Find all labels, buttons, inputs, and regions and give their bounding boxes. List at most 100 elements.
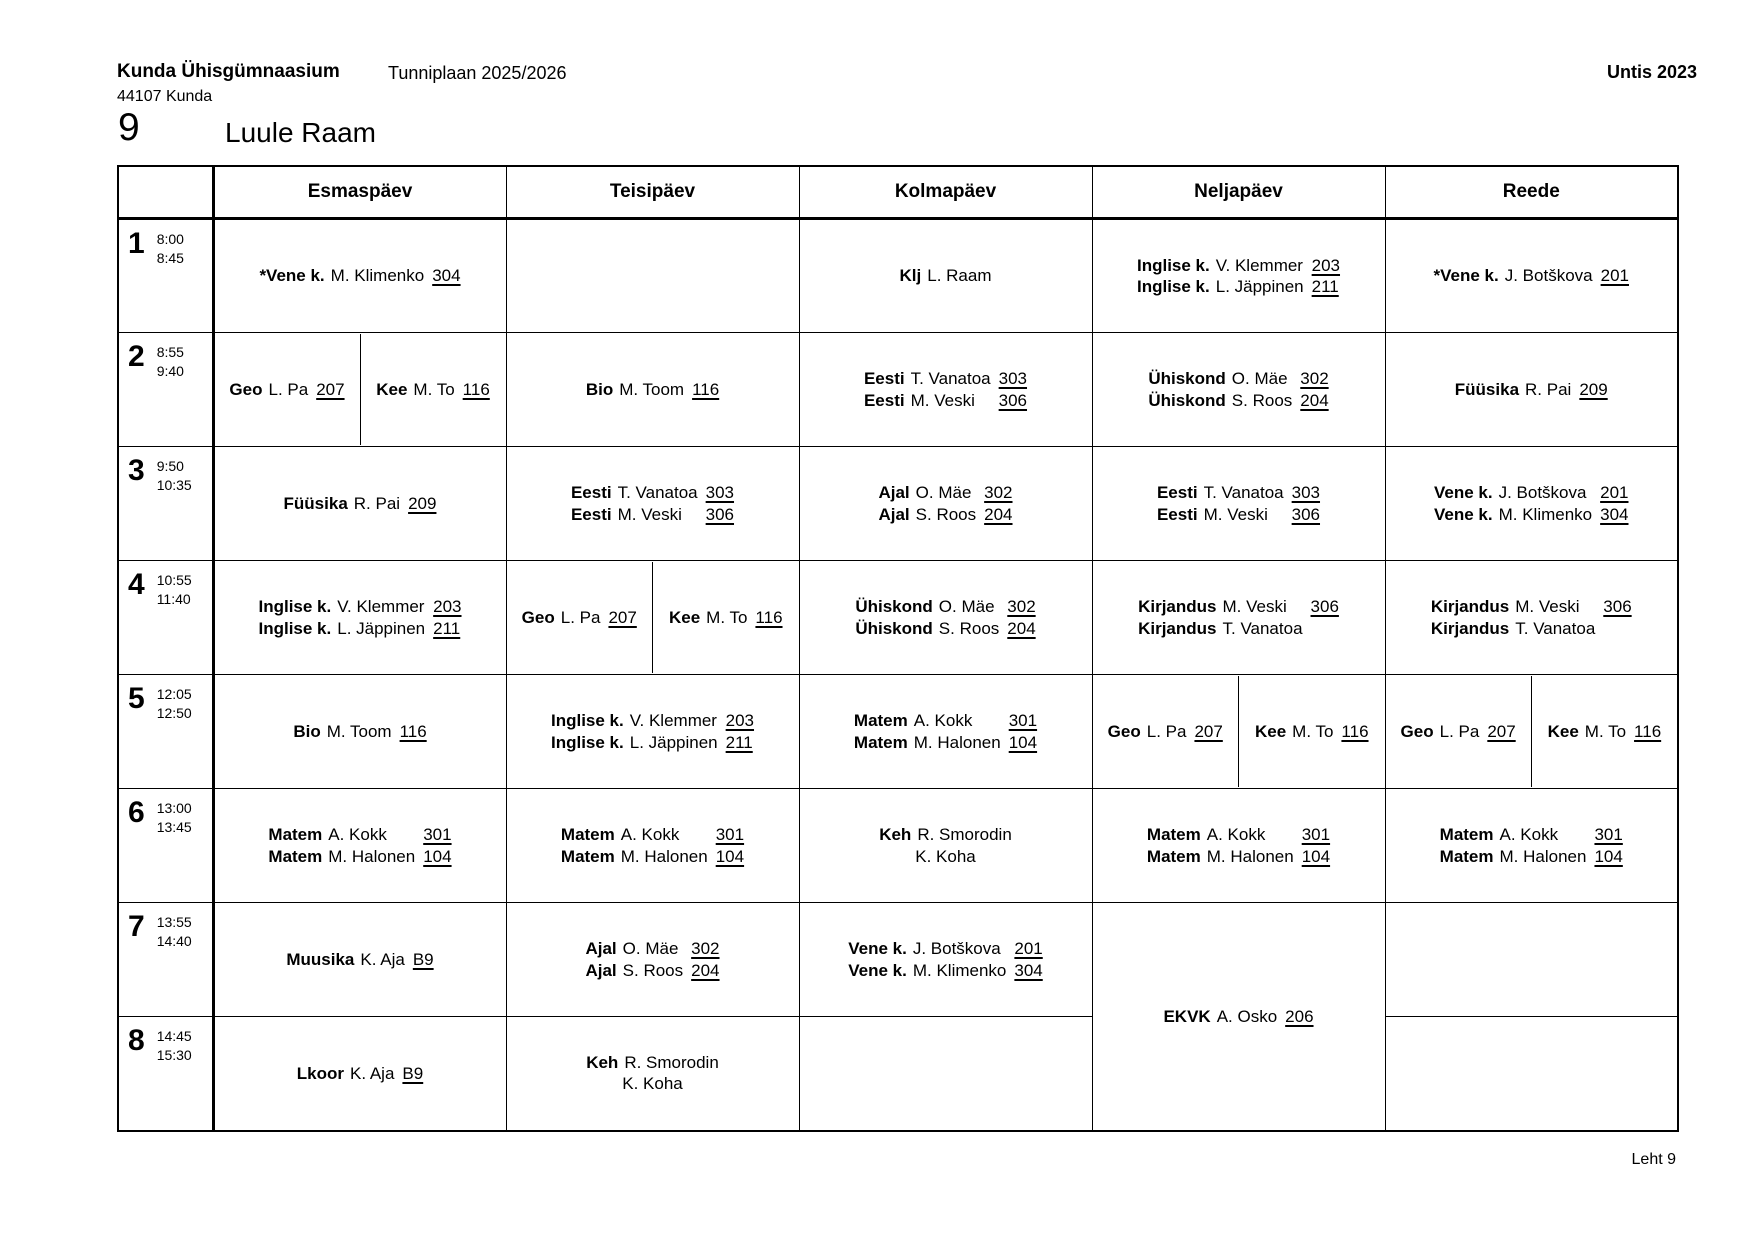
empty-cell <box>1384 902 1679 1017</box>
lesson-teacher: M. Halonen <box>1499 846 1587 866</box>
day-header-esmaspaev: Esmaspäev <box>212 165 507 220</box>
lesson-teacher: M. Veski <box>1203 504 1268 524</box>
period-end: 9:40 <box>156 362 184 379</box>
corner-cell <box>117 165 215 220</box>
lesson-cell: Ühiskond O. Mäe 302 Ühiskond S. Roos 204 <box>798 560 1093 675</box>
period-info: 8 14:45 15:30 <box>119 1017 212 1065</box>
lesson-room: 116 <box>462 379 490 399</box>
lesson-block: *Vene k. M. Klimenko 304 <box>259 265 460 286</box>
lesson-teacher: M. To <box>1584 721 1627 741</box>
lesson-cell: Inglise k. V. Klemmer 203 Inglise k. L. Jäpp… <box>1091 218 1386 333</box>
lesson-room: 204 <box>984 504 1013 524</box>
lesson-subject: Eesti <box>863 390 905 410</box>
period-start: 14:45 <box>156 1028 192 1044</box>
lesson-subject: Inglise k. <box>1136 277 1210 296</box>
split-cell: Geo L. Pa 207 Kee M. To 116 <box>215 334 506 445</box>
period-times: 8:55 9:40 <box>157 342 184 381</box>
split-right: Kee M. To 116 <box>652 562 799 673</box>
lesson-subject: Vene k. <box>848 939 907 959</box>
lesson-teacher: O. Mäe <box>1231 369 1288 389</box>
period-end: 10:35 <box>156 476 192 493</box>
lesson-teacher: V. Klemmer <box>1215 255 1303 275</box>
lesson-block: EKVK A. Osko 206 <box>1163 1006 1313 1027</box>
lesson-block: Geo L. Pa 207 <box>229 379 344 400</box>
lesson-teacher: L. Jäppinen <box>629 732 718 752</box>
lesson-cell: Vene k. J. Botškova 201 Vene k. M. Klimenko 3… <box>1384 446 1679 561</box>
lesson-room: 104 <box>423 846 452 866</box>
lesson-room: 104 <box>1008 732 1038 752</box>
lesson-room: 306 <box>1310 597 1339 617</box>
lesson-subject: Eesti <box>1156 504 1198 524</box>
lesson-block: Füüsika R. Pai 209 <box>1455 379 1608 400</box>
lesson-block: *Vene k. J. Botškova 201 <box>1434 265 1629 286</box>
lesson-subject: Inglise k. <box>258 618 332 638</box>
lesson-block: Ajal O. Mäe 302 Ajal S. Roos 204 <box>878 482 1012 525</box>
lesson-teacher: M. Klimenko <box>330 266 425 286</box>
lesson-subject: Klj <box>899 266 922 286</box>
lesson-room: 203 <box>725 711 755 731</box>
lesson-teacher: T. Vanatoa <box>910 369 991 389</box>
lesson-block: Vene k. J. Botškova 201 Vene k. M. Klimenko 3… <box>848 938 1043 981</box>
lesson-cell: Geo L. Pa 207 Kee M. To 116 <box>1091 674 1386 789</box>
period-start: 8:00 <box>156 231 184 247</box>
timetable-body: 1 8:00 8:45 *Vene k. M. Klimenko 304 Klj L. Raa… <box>117 218 1679 1131</box>
lesson-teacher: O. Mäe <box>622 939 679 959</box>
timetable-row: 8 14:45 15:30 Lkoor K. Aja B9 Keh R. Smorodin K.… <box>117 1016 1679 1131</box>
lesson-teacher: M. Halonen <box>1206 846 1294 866</box>
lesson-teacher: A. Kokk <box>1499 825 1559 845</box>
lesson-subject: Geo <box>521 607 555 627</box>
lesson-block: Ühiskond O. Mäe 302 Ühiskond S. Roos 204 <box>1148 368 1328 411</box>
split-left: Geo L. Pa 207 <box>1386 676 1531 787</box>
period-cell: 6 13:00 13:45 <box>117 788 215 903</box>
lesson-room: 302 <box>691 939 720 959</box>
lesson-subject: Matem <box>560 825 615 845</box>
day-header-teisipaev: Teisipäev <box>505 165 800 220</box>
lesson-teacher: T. Vanatoa <box>1515 618 1596 638</box>
lesson-subject: Kee <box>668 607 701 627</box>
lesson-room: 201 <box>1600 266 1629 286</box>
lesson-cell: Geo L. Pa 207 Kee M. To 116 <box>212 332 507 447</box>
lesson-subject: Kirjandus <box>1138 618 1217 638</box>
lesson-teacher: L. Jäppinen <box>1215 277 1304 296</box>
lesson-teacher: A. Osko <box>1216 1006 1278 1026</box>
lesson-cell: Bio M. Toom 116 <box>505 332 800 447</box>
lesson-teacher: L. Pa <box>1146 721 1187 741</box>
period-number: 6 <box>128 796 145 829</box>
day-header-neljapaev: Neljapäev <box>1091 165 1386 220</box>
lesson-room: 209 <box>408 493 437 513</box>
period-times: 13:00 13:45 <box>157 798 192 837</box>
lesson-teacher: M. Halonen <box>620 846 708 866</box>
period-end: 14:40 <box>156 932 192 949</box>
lesson-subject: Eesti <box>1156 483 1198 503</box>
lesson-block: Muusika K. Aja B9 <box>286 949 433 970</box>
lesson-subject: Matem <box>1146 825 1201 845</box>
lesson-room: B9 <box>402 1063 424 1083</box>
period-cell: 7 13:55 14:40 <box>117 902 215 1017</box>
lesson-teacher: K. Aja <box>360 949 405 969</box>
timetable-row: 7 13:55 14:40 Muusika K. Aja B9 Ajal O. Mäe 302 A… <box>117 902 1679 1131</box>
period-number: 1 <box>128 227 145 260</box>
lesson-teacher: S. Roos <box>1231 390 1293 410</box>
timetable-head: Esmaspäev Teisipäev Kolmapäev Neljapäev Reed… <box>117 165 1679 220</box>
lesson-subject: Inglise k. <box>1136 255 1210 275</box>
lesson-room: 211 <box>433 618 461 638</box>
split-cell: Geo L. Pa 207 Kee M. To 116 <box>507 562 799 673</box>
lesson-teacher: M. Veski <box>617 504 682 524</box>
period-cell: 3 9:50 10:35 <box>117 446 215 561</box>
lesson-block: Ajal O. Mäe 302 Ajal S. Roos 204 <box>585 938 719 981</box>
period-number: 2 <box>128 340 145 373</box>
lesson-teacher: J. Botškova <box>1504 266 1593 286</box>
lesson-subject: Kirjandus <box>1430 618 1510 638</box>
lesson-subject: Matem <box>268 846 323 866</box>
lesson-cell: EKVK A. Osko 206 <box>1091 902 1386 1131</box>
lesson-cell: Kirjandus M. Veski 306 Kirjandus T. Vanatoa <box>1384 560 1679 675</box>
lesson-extra-teacher: K. Koha <box>622 1074 683 1094</box>
lesson-teacher: R. Pai <box>1525 379 1572 399</box>
lesson-teacher: A. Kokk <box>620 825 680 845</box>
lesson-subject: Keh <box>586 1053 619 1072</box>
lesson-block: Geo L. Pa 207 <box>1401 721 1516 742</box>
lesson-teacher: M. Toom <box>326 721 392 741</box>
lesson-room: 301 <box>1008 711 1038 731</box>
lesson-block: Klj L. Raam <box>900 265 992 286</box>
period-info: 5 12:05 12:50 <box>119 675 212 723</box>
